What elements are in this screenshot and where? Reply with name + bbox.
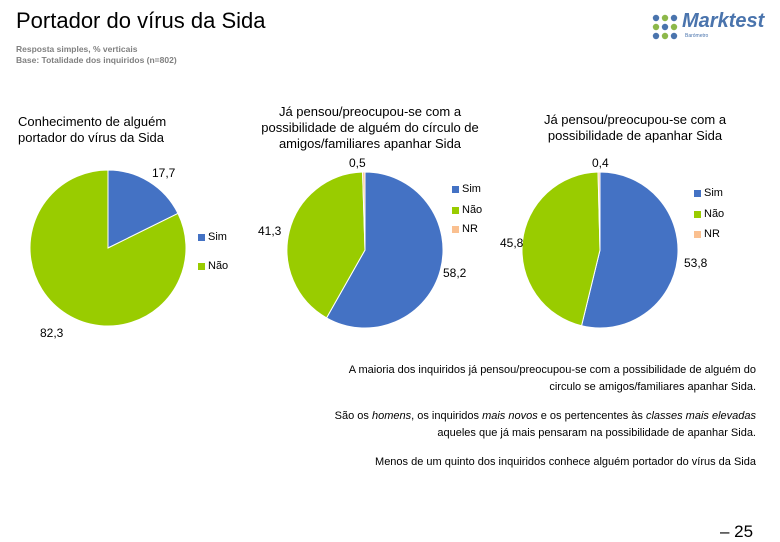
chart1-legend-nao-swatch (198, 263, 205, 270)
chart2-legend-nao: Não (462, 204, 483, 216)
chart1-legend-sim: Sim (208, 231, 227, 243)
chart3-label-nr: 0,4 (592, 156, 609, 170)
chart1-title: Conhecimento de alguém portador do vírus… (18, 114, 167, 145)
page-title: Portador do vírus da Sida (16, 8, 266, 33)
chart3-legend-nao: Não (704, 208, 725, 220)
chart3-legend-nao-swatch (694, 211, 701, 218)
chart3-label-nao: 45,8 (500, 236, 524, 250)
chart3-label-sim: 53,8 (684, 256, 708, 270)
logo-name: Marktest (682, 10, 765, 32)
chart1-slice-nao (29, 169, 187, 327)
chart2-legend-nr-swatch (452, 226, 459, 233)
chart2-label-sim: 58,2 (443, 266, 467, 280)
chart2-slice-nao (286, 171, 366, 319)
pie-chart-1 (29, 169, 187, 327)
chart2-title: Já pensou/preocupou-se com a possibilida… (261, 104, 479, 151)
base-note: Base: Totalidade dos inquiridos (n=802) (16, 55, 177, 65)
chart1-label-sim: 17,7 (152, 166, 176, 180)
chart2-legend-sim-swatch (452, 186, 459, 193)
chart3-legend-sim-swatch (694, 190, 701, 197)
summary-notes: A maioria dos inquiridos já pensou/preoc… (330, 362, 756, 483)
chart3-legend-nr: NR (704, 228, 720, 240)
chart2-slice-nr (362, 171, 366, 251)
chart1-legend-nao: Não (208, 260, 229, 272)
chart2-legend-nr: NR (462, 223, 478, 235)
note-3: Menos de um quinto dos inquiridos conhec… (375, 456, 756, 468)
note-2: São os homens, os inquiridos mais novos … (334, 410, 756, 439)
chart2-slice-sim (325, 171, 444, 329)
marktest-logo: Marktest Barómetro (652, 10, 772, 44)
chart2-label-nr: 0,5 (349, 156, 366, 170)
chart3-legend-sim: Sim (704, 187, 723, 199)
chart3-title: Já pensou/preocupou-se com a possibilida… (543, 112, 727, 143)
chart2-legend-nao-swatch (452, 207, 459, 214)
page-number: – 25 (720, 522, 754, 541)
logo-dots-icon (652, 14, 678, 40)
note-1: A maioria dos inquiridos já pensou/preoc… (348, 364, 756, 393)
chart1-label-nao: 82,3 (40, 326, 64, 340)
chart3-slice-nr (597, 171, 601, 251)
chart3-legend-nr-swatch (694, 231, 701, 238)
chart1-legend-sim-swatch (198, 234, 205, 241)
chart3-slice-sim (580, 171, 679, 329)
chart1-slice-sim (107, 169, 179, 249)
chart3-slice-nao (521, 171, 601, 327)
chart2-legend-sim: Sim (462, 183, 481, 195)
pie-chart-2 (286, 171, 444, 329)
response-type-note: Resposta simples, % verticais (16, 44, 138, 54)
pie-chart-3 (521, 171, 679, 329)
logo-sub: Barómetro (685, 33, 709, 39)
chart2-label-nao: 41,3 (258, 224, 282, 238)
